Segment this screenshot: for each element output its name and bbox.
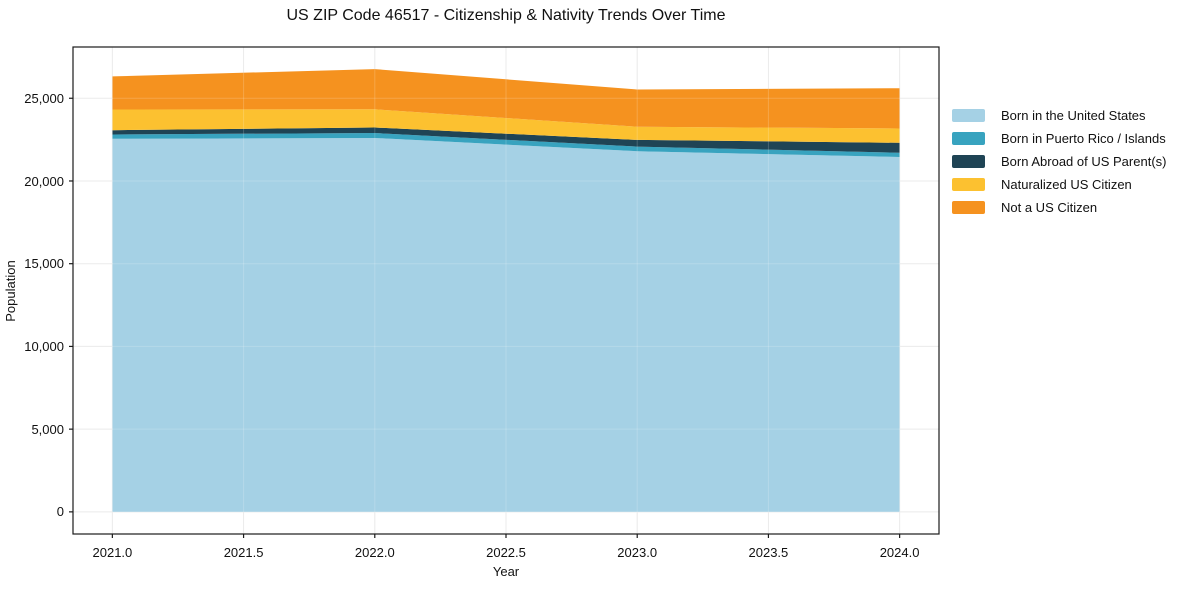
chart-title: US ZIP Code 46517 - Citizenship & Nativi… [286, 7, 726, 24]
legend-label: Born Abroad of US Parent(s) [1001, 154, 1167, 169]
legend-item-not-a-us-citizen: Not a US Citizen [952, 200, 1166, 215]
legend-item-born-abroad-of-us-parent-s: Born Abroad of US Parent(s) [952, 154, 1166, 169]
legend-swatch-icon [952, 201, 985, 214]
x-tick-label: 2023.5 [748, 545, 789, 560]
area-naturalized-us-citizen [112, 109, 900, 143]
y-tick-label: 20,000 [24, 173, 64, 189]
x-tick-label: 2022.5 [486, 545, 526, 560]
legend-item-naturalized-us-citizen: Naturalized US Citizen [952, 177, 1166, 192]
x-tick-label: 2021.5 [223, 545, 264, 560]
area-born-in-puerto-rico-islands [112, 133, 900, 157]
legend-swatch-icon [952, 109, 985, 122]
legend: Born in the United States Born in Puerto … [952, 108, 1166, 215]
x-tick-label: 2022.0 [354, 545, 395, 560]
area-born-abroad-of-us-parent-s [112, 127, 900, 153]
legend-label: Not a US Citizen [1001, 200, 1098, 215]
x-tick-label: 2024.0 [879, 545, 920, 560]
x-axis-label: Year [492, 564, 520, 579]
legend-swatch-icon [952, 155, 985, 168]
y-tick-label: 10,000 [24, 338, 64, 354]
y-tick-label: 15,000 [24, 256, 64, 272]
legend-label: Born in the United States [1001, 108, 1146, 123]
legend-label: Born in Puerto Rico / Islands [1001, 131, 1166, 146]
legend-label: Naturalized US Citizen [1001, 177, 1132, 192]
legend-item-born-in-puerto-rico-islands: Born in Puerto Rico / Islands [952, 131, 1166, 146]
y-tick-label: 0 [56, 504, 64, 520]
x-tick-label: 2023.0 [617, 545, 658, 560]
area-not-a-us-citizen [112, 69, 900, 129]
legend-item-born-in-the-united-states: Born in the United States [952, 108, 1166, 123]
area-born-in-the-united-states [112, 138, 900, 512]
y-tick-label: 5,000 [31, 421, 64, 437]
x-tick-label: 2021.0 [92, 545, 133, 560]
legend-swatch-icon [952, 132, 985, 145]
legend-swatch-icon [952, 178, 985, 191]
y-tick-label: 25,000 [24, 90, 64, 106]
